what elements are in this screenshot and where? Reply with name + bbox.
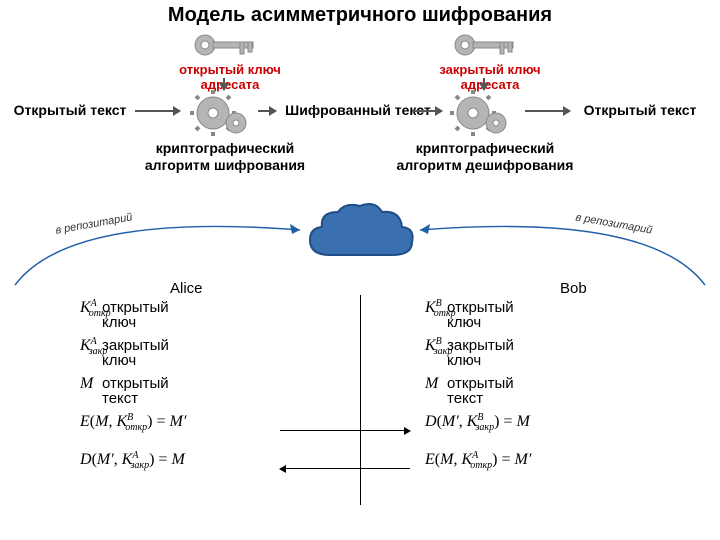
plaintext-in-label: Открытый текст xyxy=(5,102,135,118)
flow-diagram: открытый ключ адресата закрытый ключ адр… xyxy=(10,30,710,190)
decrypt-algo-label: криптографический алгоритм дешифрования xyxy=(380,140,590,174)
arc-left xyxy=(10,200,310,290)
alice-decrypt: D(M′, KAзакр) = M xyxy=(80,452,186,488)
arrow-bob-to-alice xyxy=(280,468,410,469)
private-key-icon xyxy=(450,30,520,60)
arrow-alice-to-bob xyxy=(280,430,410,431)
plaintext-out-label: Открытый текст xyxy=(575,102,705,118)
decrypt-gears-icon xyxy=(448,88,518,138)
alice-pubkey: KAоткр открытый ключ xyxy=(80,300,186,336)
bob-privkey: KBзакр закрытый ключ xyxy=(425,338,531,374)
encrypt-algo-label: криптографический алгоритм шифрования xyxy=(125,140,325,174)
arrow-plain-to-enc xyxy=(135,110,180,112)
cloud-icon xyxy=(300,200,420,270)
alice-label: Alice xyxy=(170,280,203,297)
bob-label: Bob xyxy=(560,280,587,297)
vertical-divider xyxy=(360,295,361,505)
bob-column: KBоткр открытый ключ KBзакр закрытый клю… xyxy=(425,300,531,490)
alice-column: KAоткр открытый ключ KAзакр закрытый клю… xyxy=(80,300,186,490)
arrow-dec-to-plain xyxy=(525,110,570,112)
bob-plaintext: M открытый текст xyxy=(425,376,531,412)
alice-encrypt: E(M, KBоткр) = M′ xyxy=(80,414,186,450)
bob-encrypt: E(M, KAоткр) = M′ xyxy=(425,452,531,488)
arrow-enc-to-cipher xyxy=(258,110,276,112)
alice-plaintext: M открытый текст xyxy=(80,376,186,412)
alice-privkey: KAзакр закрытый ключ xyxy=(80,338,186,374)
arrow-cipher-to-dec xyxy=(412,110,442,112)
bob-decrypt: D(M′, KBзакр) = M xyxy=(425,414,531,450)
page-title: Модель асимметричного шифрования xyxy=(0,4,720,27)
public-key-icon xyxy=(190,30,260,60)
bob-pubkey: KBоткр открытый ключ xyxy=(425,300,531,336)
arc-right xyxy=(410,200,710,290)
encrypt-gears-icon xyxy=(188,88,258,138)
